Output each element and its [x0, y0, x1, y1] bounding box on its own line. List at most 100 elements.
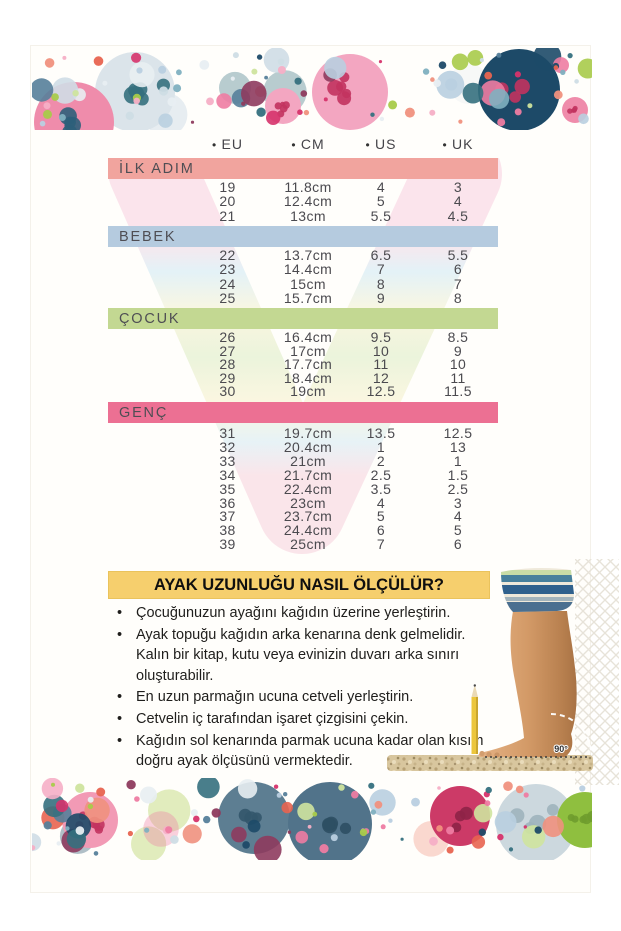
decor-dot — [277, 66, 286, 74]
decor-dot — [338, 784, 345, 791]
decor-dot — [523, 825, 527, 829]
decor-dot — [170, 835, 179, 844]
decor-dot — [567, 53, 573, 59]
size-cell: 37 — [219, 508, 236, 525]
decor-dot — [553, 90, 563, 100]
size-cell: 15.7cm — [283, 289, 333, 306]
decor-dot — [514, 71, 521, 78]
decor-dot — [159, 86, 169, 96]
size-cell: 25 — [219, 289, 236, 306]
decor-dot — [509, 91, 521, 103]
decor-dot — [56, 841, 61, 846]
decor-dot — [256, 54, 263, 60]
decor-dot — [64, 116, 76, 129]
size-cell: 2.5 — [370, 466, 392, 483]
decor-dot — [264, 75, 268, 80]
size-cell: 1.5 — [447, 466, 469, 483]
decor-dot — [134, 796, 140, 802]
decor-dot — [411, 797, 420, 807]
decor-dot — [429, 836, 438, 846]
decor-dot — [303, 109, 310, 116]
decor-dot — [445, 78, 458, 91]
decor-dot — [251, 68, 258, 75]
size-cell: 21.7cm — [283, 466, 333, 483]
ruler-ground — [387, 755, 593, 771]
decor-dot — [93, 56, 104, 66]
section-label: BEBEK — [119, 228, 177, 245]
section-label: ÇOCUK — [119, 310, 181, 327]
decor-dot — [374, 800, 383, 809]
decor-dot — [231, 826, 247, 843]
size-cell: 35 — [219, 480, 236, 497]
decor-dot — [351, 790, 359, 799]
decor-dot — [281, 801, 293, 814]
decor-dot — [65, 826, 70, 831]
decor-dot — [148, 789, 191, 832]
size-cell: 5.5 — [370, 207, 392, 224]
decor-dot — [438, 61, 447, 69]
decor-dot — [253, 835, 282, 860]
size-cell: 7 — [376, 261, 386, 278]
decor-dot — [327, 80, 343, 96]
bottom-dots-border — [32, 778, 592, 860]
decor-dot — [143, 811, 179, 847]
size-cell: 8 — [453, 289, 463, 306]
decor-dot — [368, 782, 375, 789]
decor-dot — [199, 60, 210, 70]
decor-dot — [51, 782, 55, 787]
section-rows: 26 16.4cm 9.5 8.5 27 17cm 10 9 28 17.7cm 11 10 29 18.… — [185, 330, 500, 399]
decor-dot — [514, 108, 522, 116]
decor-dot — [379, 116, 385, 122]
size-cell: 12.5 — [443, 425, 473, 441]
size-cell: 3.5 — [370, 480, 392, 497]
decor-dot — [129, 62, 155, 88]
size-cell: 14.4cm — [283, 261, 333, 278]
decor-dot — [39, 120, 46, 127]
decor-dot — [44, 58, 55, 68]
decor-dot — [546, 804, 559, 816]
size-cell: 11 — [450, 369, 466, 386]
decor-dot — [197, 778, 220, 799]
v-watermark-shape — [108, 158, 502, 554]
decor-dot — [230, 76, 235, 81]
decor-dot — [553, 65, 559, 70]
decor-dot — [388, 818, 393, 823]
size-cell: 8 — [376, 275, 386, 292]
decor-dot — [242, 841, 250, 849]
section-label: GENÇ — [119, 404, 169, 421]
size-cell: 11 — [373, 356, 389, 372]
size-cell: 5.5 — [447, 247, 469, 263]
size-cell: 5 — [376, 193, 386, 210]
section-bar: İLK ADIM — [108, 158, 498, 179]
size-cell: 19.7cm — [283, 425, 333, 441]
striped-shorts — [501, 567, 574, 612]
decor-dot — [324, 56, 347, 79]
decor-dot — [337, 91, 352, 106]
decor-dot — [216, 93, 232, 109]
decor-dot — [62, 55, 67, 60]
decor-dot — [484, 800, 491, 807]
size-cell: 38 — [219, 522, 236, 539]
size-cell: 24.4cm — [283, 522, 333, 539]
decor-dot — [75, 783, 85, 793]
decor-dot — [454, 810, 466, 822]
decor-dot — [266, 110, 281, 125]
decor-dot — [297, 109, 303, 115]
size-cell: 13.5 — [366, 425, 396, 441]
size-cell: 13cm — [290, 207, 326, 224]
decor-dot — [295, 830, 309, 844]
decor-dot — [437, 786, 441, 790]
size-cell: 21cm — [290, 452, 326, 469]
size-cell: 10 — [449, 356, 467, 372]
decor-dot — [380, 824, 386, 830]
size-cell: 3 — [453, 494, 463, 511]
size-cell: 39 — [219, 536, 236, 553]
size-cell: 6 — [376, 522, 386, 539]
decor-dot — [87, 803, 94, 810]
column-header: UK — [416, 136, 500, 152]
size-cell: 9 — [376, 289, 386, 306]
size-cell: 18.4cm — [283, 369, 333, 386]
decor-dot — [485, 786, 492, 794]
size-cell: 23.7cm — [283, 508, 333, 525]
